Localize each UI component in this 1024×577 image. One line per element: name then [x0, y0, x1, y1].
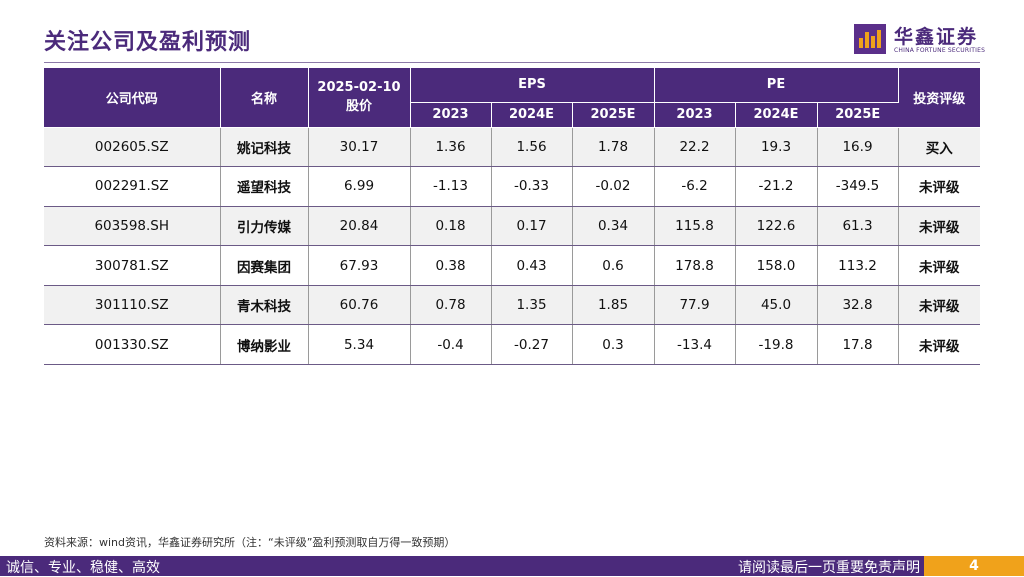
company-logo: 华鑫证券 CHINA FORTUNE SECURITIES	[854, 22, 994, 58]
cell-eps-2024e: 0.43	[491, 245, 573, 286]
cell-eps-2025e: -0.02	[572, 166, 655, 207]
cell-eps-2025e: 1.78	[572, 127, 655, 168]
logo-name-en: CHINA FORTUNE SECURITIES	[894, 47, 986, 54]
table-row: 603598.SH 引力传媒 20.84 0.18 0.17 0.34 115.8 122.6…	[44, 206, 981, 247]
cell-eps-2023: 0.18	[410, 206, 492, 247]
logo-name-cn: 华鑫证券	[894, 26, 979, 48]
cell-pe-2025e: 32.8	[817, 285, 899, 326]
cell-eps-2023: 0.78	[410, 285, 492, 326]
cell-price: 60.76	[308, 285, 411, 326]
cell-rating: 未评级	[898, 324, 981, 366]
cell-price: 67.93	[308, 245, 411, 286]
cell-pe-2025e: 113.2	[817, 245, 899, 286]
header-price-date: 2025-02-10	[317, 80, 401, 96]
earnings-forecast-table: 公司代码 名称 2025-02-10 股价 EPS PE 投资评级 2023 2…	[44, 68, 981, 366]
cell-pe-2023: -6.2	[654, 166, 736, 207]
page-number: 4	[924, 556, 1024, 576]
cell-code: 002605.SZ	[44, 127, 221, 168]
header-price: 2025-02-10 股价	[308, 68, 411, 128]
header-eps-year: 2025E	[572, 102, 655, 128]
cell-pe-2024e: -21.2	[735, 166, 818, 207]
header-pe-year: 2024E	[735, 102, 818, 128]
cell-eps-2025e: 0.34	[572, 206, 655, 247]
footer-bar: 诚信、专业、稳健、高效 请阅读最后一页重要免责声明	[0, 556, 1024, 576]
cell-code: 002291.SZ	[44, 166, 221, 207]
cell-pe-2023: 178.8	[654, 245, 736, 286]
cell-pe-2024e: 122.6	[735, 206, 818, 247]
header-eps-year: 2024E	[491, 102, 573, 128]
cell-name: 遥望科技	[220, 166, 309, 207]
cell-eps-2024e: -0.27	[491, 324, 573, 366]
cell-eps-2023: -0.4	[410, 324, 492, 366]
cell-eps-2024e: 1.56	[491, 127, 573, 168]
cell-pe-2023: 77.9	[654, 285, 736, 326]
cell-eps-2023: 1.36	[410, 127, 492, 168]
cell-pe-2023: -13.4	[654, 324, 736, 366]
header-code: 公司代码	[44, 68, 221, 128]
header-rating: 投资评级	[898, 68, 981, 128]
cell-rating: 未评级	[898, 245, 981, 286]
cell-eps-2024e: 1.35	[491, 285, 573, 326]
cell-pe-2023: 115.8	[654, 206, 736, 247]
cell-price: 30.17	[308, 127, 411, 168]
table-row: 300781.SZ 因赛集团 67.93 0.38 0.43 0.6 178.8 158.0 1…	[44, 245, 981, 286]
cell-pe-2025e: -349.5	[817, 166, 899, 207]
cell-name: 博纳影业	[220, 324, 309, 366]
cell-pe-2023: 22.2	[654, 127, 736, 168]
cell-rating: 未评级	[898, 285, 981, 326]
cell-pe-2024e: -19.8	[735, 324, 818, 366]
cell-name: 因赛集团	[220, 245, 309, 286]
footer-slogan: 诚信、专业、稳健、高效	[6, 560, 160, 576]
page-title: 关注公司及盈利预测	[44, 30, 252, 55]
header-price-label: 股价	[345, 99, 372, 115]
header-name: 名称	[220, 68, 309, 128]
cell-pe-2024e: 45.0	[735, 285, 818, 326]
cell-eps-2024e: 0.17	[491, 206, 573, 247]
cell-eps-2023: 0.38	[410, 245, 492, 286]
table-row: 001330.SZ 博纳影业 5.34 -0.4 -0.27 0.3 -13.4 -19.8 1…	[44, 324, 981, 366]
cell-pe-2025e: 16.9	[817, 127, 899, 168]
header-eps: EPS	[410, 68, 655, 103]
title-divider	[44, 62, 980, 63]
cell-code: 001330.SZ	[44, 324, 221, 366]
source-note: 资料来源：wind资讯，华鑫证券研究所（注：“未评级”盈利预测取自万得一致预期）	[44, 536, 456, 549]
cell-eps-2025e: 0.3	[572, 324, 655, 366]
table-row: 002291.SZ 遥望科技 6.99 -1.13 -0.33 -0.02 -6.2 -21.…	[44, 166, 981, 207]
cell-code: 603598.SH	[44, 206, 221, 247]
cell-rating: 未评级	[898, 206, 981, 247]
table-row: 301110.SZ 青木科技 60.76 0.78 1.35 1.85 77.9 45.0 32…	[44, 285, 981, 326]
cell-pe-2025e: 61.3	[817, 206, 899, 247]
cell-eps-2023: -1.13	[410, 166, 492, 207]
cell-eps-2024e: -0.33	[491, 166, 573, 207]
cell-price: 20.84	[308, 206, 411, 247]
header-eps-year: 2023	[410, 102, 492, 128]
cell-eps-2025e: 0.6	[572, 245, 655, 286]
cell-code: 300781.SZ	[44, 245, 221, 286]
cell-code: 301110.SZ	[44, 285, 221, 326]
cell-pe-2025e: 17.8	[817, 324, 899, 366]
cell-rating: 买入	[898, 127, 981, 168]
cell-eps-2025e: 1.85	[572, 285, 655, 326]
cell-name: 青木科技	[220, 285, 309, 326]
cell-name: 引力传媒	[220, 206, 309, 247]
cell-price: 5.34	[308, 324, 411, 366]
header-pe-year: 2023	[654, 102, 736, 128]
cell-rating: 未评级	[898, 166, 981, 207]
cell-pe-2024e: 19.3	[735, 127, 818, 168]
cell-price: 6.99	[308, 166, 411, 207]
logo-mark-icon	[854, 24, 886, 54]
cell-name: 姚记科技	[220, 127, 309, 168]
header-pe-year: 2025E	[817, 102, 899, 128]
table-row: 002605.SZ 姚记科技 30.17 1.36 1.56 1.78 22.2 19.3 16…	[44, 127, 981, 168]
footer-disclaimer: 请阅读最后一页重要免责声明	[738, 560, 920, 576]
cell-pe-2024e: 158.0	[735, 245, 818, 286]
header-pe: PE	[654, 68, 899, 103]
